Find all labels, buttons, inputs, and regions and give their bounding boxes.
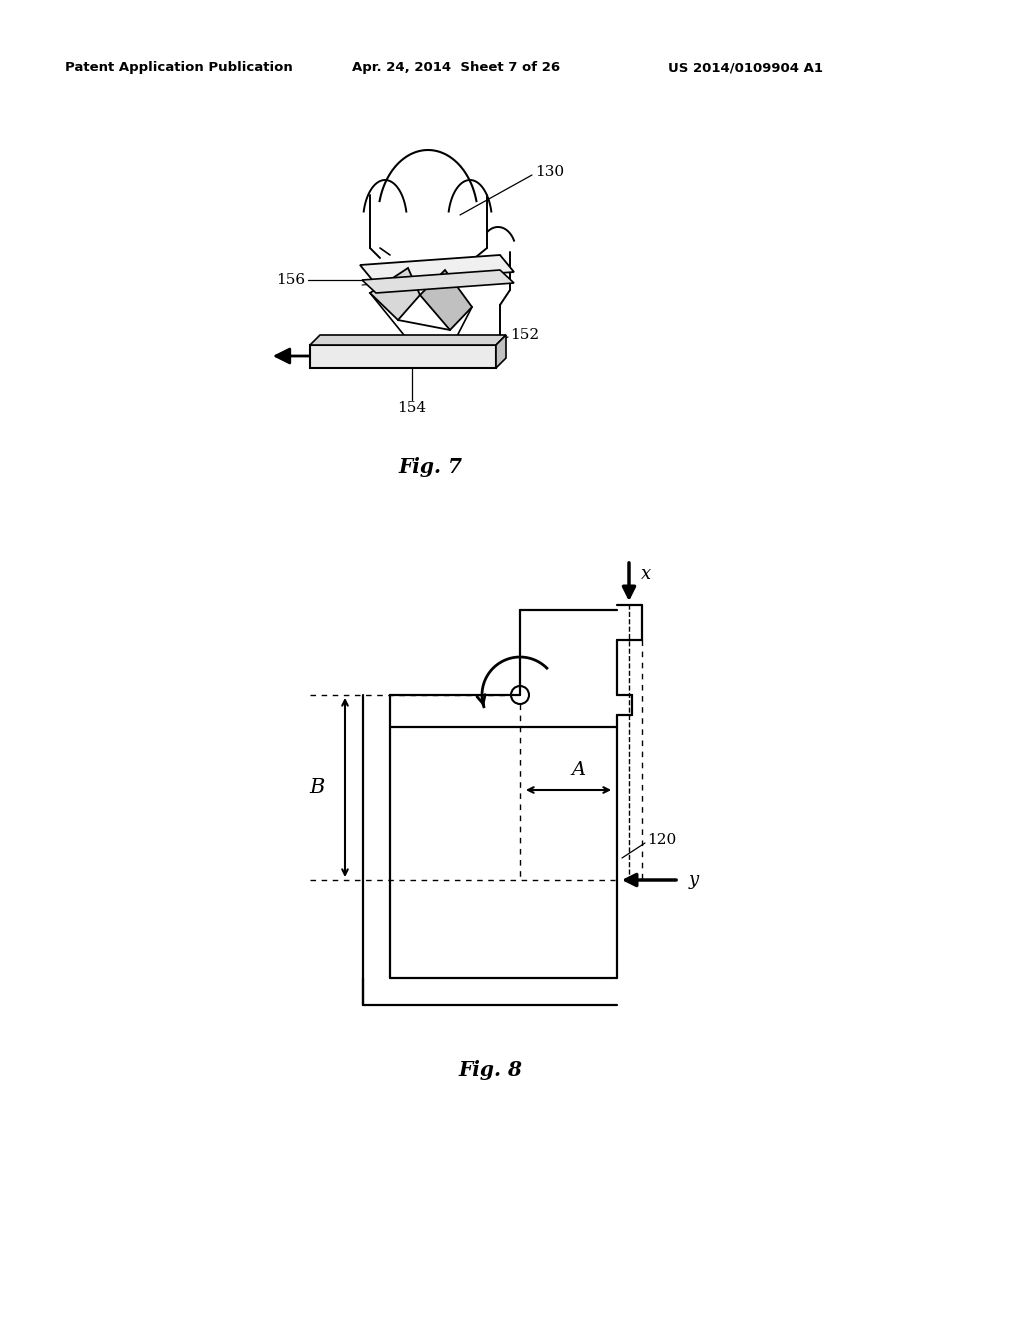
Text: Fig. 7: Fig. 7 xyxy=(398,457,462,477)
Text: Patent Application Publication: Patent Application Publication xyxy=(65,62,293,74)
Text: US 2014/0109904 A1: US 2014/0109904 A1 xyxy=(668,62,823,74)
Polygon shape xyxy=(360,255,514,282)
Polygon shape xyxy=(420,271,472,330)
Text: 154: 154 xyxy=(397,401,427,414)
Text: 130: 130 xyxy=(535,165,564,180)
Polygon shape xyxy=(362,271,514,293)
Text: 120: 120 xyxy=(647,833,676,847)
Text: x: x xyxy=(641,565,651,583)
Text: B: B xyxy=(309,777,325,797)
Text: Fig. 8: Fig. 8 xyxy=(458,1060,522,1080)
Polygon shape xyxy=(310,335,506,345)
Text: y: y xyxy=(689,871,699,888)
Text: Apr. 24, 2014  Sheet 7 of 26: Apr. 24, 2014 Sheet 7 of 26 xyxy=(352,62,560,74)
Text: A: A xyxy=(571,762,586,779)
Polygon shape xyxy=(310,345,496,368)
Polygon shape xyxy=(496,335,506,368)
Text: 156: 156 xyxy=(275,273,305,286)
Text: 152: 152 xyxy=(510,327,539,342)
Polygon shape xyxy=(370,268,420,319)
